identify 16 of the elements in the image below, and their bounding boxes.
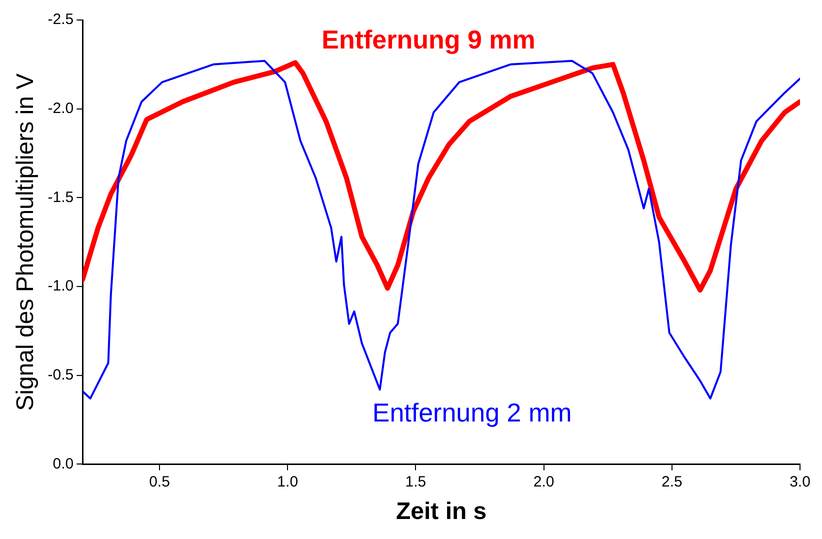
y-tick-label: -0.5: [48, 366, 74, 384]
x-tick-label: 0.5: [149, 473, 170, 490]
x-tick-label: 3.0: [790, 473, 810, 490]
x-tick-label: 1.5: [405, 473, 426, 490]
y-tick-label: -1.5: [48, 188, 74, 206]
x-tick-label: 2.0: [533, 473, 554, 490]
x-tick-label: 1.0: [277, 473, 298, 490]
y-tick-label: -2.5: [48, 11, 74, 28]
series-label: Entfernung 9 mm: [322, 24, 536, 54]
x-axis-title: Zeit in s: [396, 498, 487, 526]
y-tick-label: -2.0: [48, 100, 74, 117]
x-tick-label: 2.5: [661, 473, 682, 490]
series-label: Entfernung 2 mm: [372, 398, 572, 428]
y-tick-label: 0.0: [52, 455, 74, 472]
y-axis-title: Signal des Photomultipliers in V: [12, 73, 40, 411]
y-tick-label: -1.0: [48, 278, 74, 295]
